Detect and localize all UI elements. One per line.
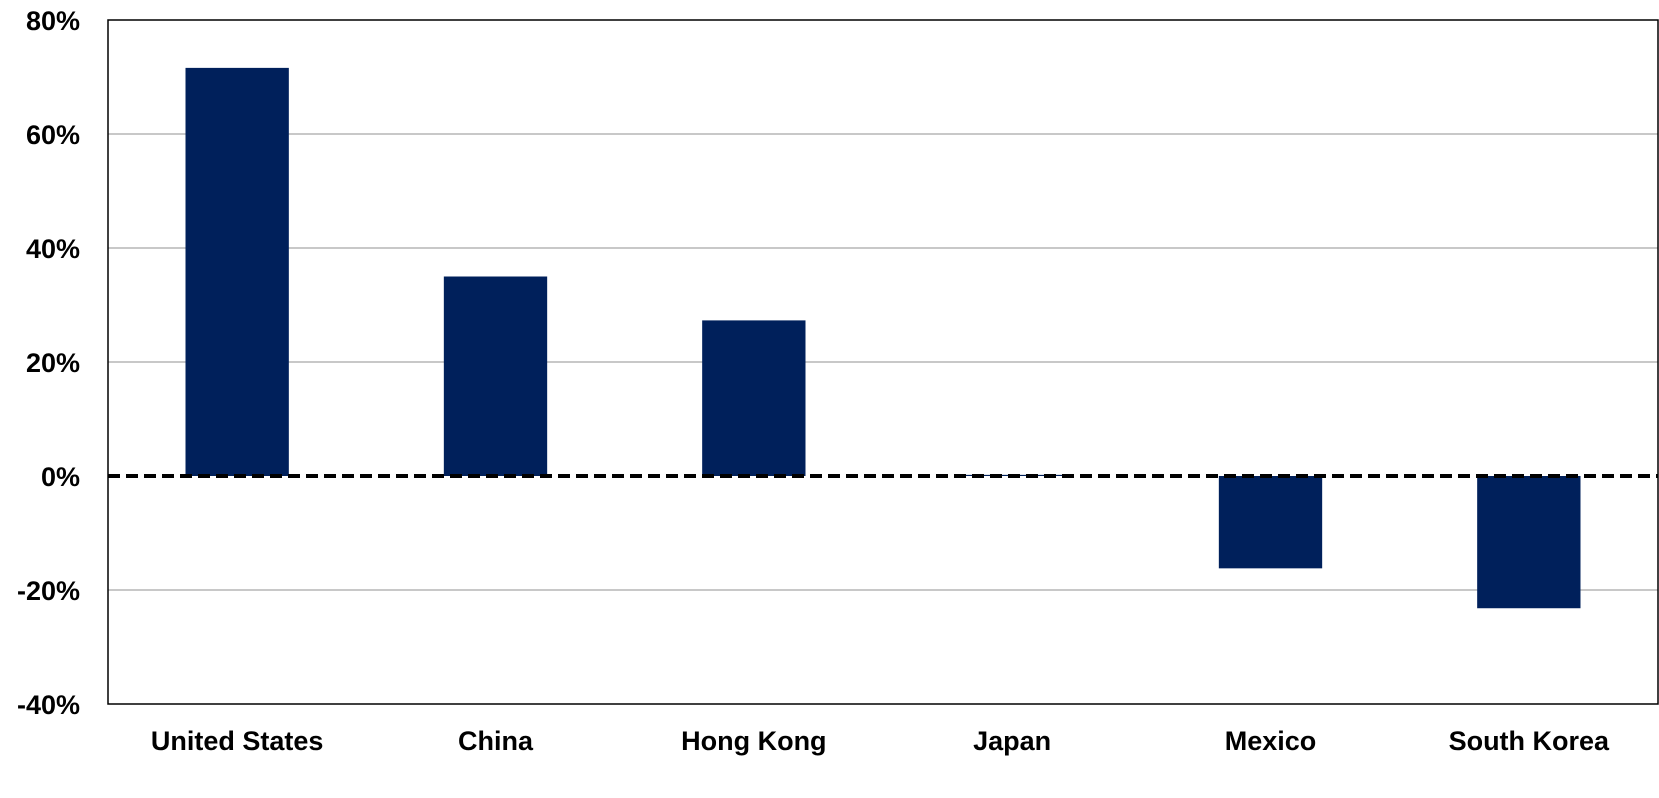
y-tick-label: -20% bbox=[17, 576, 80, 606]
y-tick-label: 20% bbox=[26, 348, 80, 378]
bars bbox=[185, 67, 1581, 609]
y-tick-label: 80% bbox=[26, 6, 80, 36]
gridlines bbox=[108, 133, 1658, 591]
plot-border bbox=[107, 19, 1659, 705]
y-tick-label: 0% bbox=[41, 462, 80, 492]
bar-mexico bbox=[1218, 476, 1323, 569]
y-axis-tick-labels: -40% -20% 0% 20% 40% 60% 80% bbox=[17, 6, 80, 720]
x-axis-category-labels: United States China Hong Kong Japan Mexico So… bbox=[151, 726, 1610, 756]
plot-frame bbox=[107, 19, 1659, 705]
x-category-label: Japan bbox=[973, 726, 1051, 756]
x-category-label: China bbox=[458, 726, 534, 756]
x-category-label: Mexico bbox=[1225, 726, 1317, 756]
x-category-label: South Korea bbox=[1449, 726, 1610, 756]
y-tick-label: 60% bbox=[26, 120, 80, 150]
bar-china bbox=[443, 276, 548, 476]
bar-united-states bbox=[185, 67, 289, 476]
y-tick-label: 40% bbox=[26, 234, 80, 264]
bar-hong-kong bbox=[702, 320, 806, 476]
x-category-label: United States bbox=[151, 726, 324, 756]
x-category-label: Hong Kong bbox=[681, 726, 826, 756]
y-tick-label: -40% bbox=[17, 690, 80, 720]
bar-south-korea bbox=[1477, 476, 1581, 609]
